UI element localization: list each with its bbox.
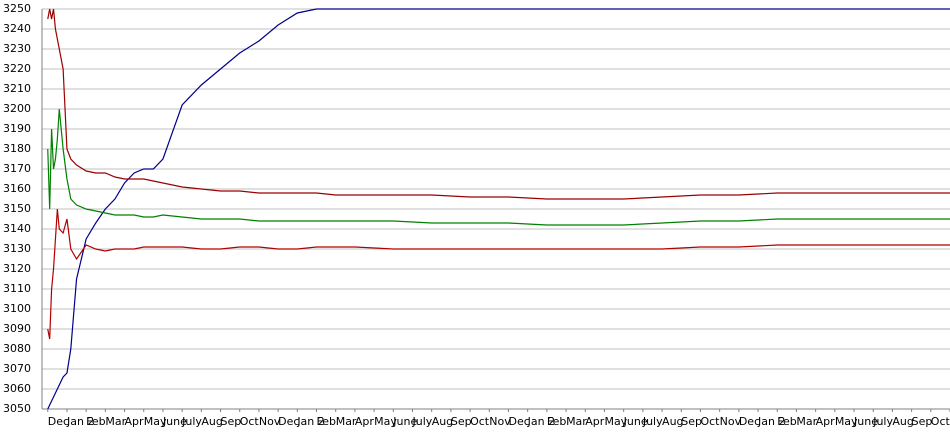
x-tick-label: Nov — [489, 415, 511, 428]
x-tick-label: Feb — [86, 415, 105, 428]
x-tick-label: Apr — [355, 415, 375, 428]
data-line — [47, 8, 950, 410]
x-tick-label: May — [144, 415, 167, 428]
y-tick-label: 3150 — [3, 202, 31, 215]
x-tick-label: May — [835, 415, 858, 428]
x-tick-label: July — [642, 415, 663, 428]
y-tick-label: 3140 — [3, 222, 31, 235]
x-tick-label: Feb — [777, 415, 796, 428]
x-tick-label: July — [411, 415, 432, 428]
x-tick-label: Sep — [451, 415, 472, 428]
x-tick-label: Apr — [816, 415, 836, 428]
x-tick-label: Nov — [259, 415, 281, 428]
y-tick-label: 3080 — [3, 342, 31, 355]
x-tick-label: Sep — [681, 415, 702, 428]
y-tick-label: 3050 — [3, 402, 31, 415]
x-tick-label: Mar — [796, 415, 817, 428]
x-tick-label: Mar — [336, 415, 357, 428]
y-tick-label: 3240 — [3, 22, 31, 35]
data-line — [47, 108, 950, 226]
x-tick-label: Feb — [317, 415, 336, 428]
y-tick-label: 3070 — [3, 362, 31, 375]
y-tick-label: 3110 — [3, 282, 31, 295]
x-tick-label: June — [853, 415, 878, 428]
x-tick-label: Oct — [240, 415, 260, 428]
y-tick-label: 3200 — [3, 102, 31, 115]
x-tick-label: Aug — [432, 415, 453, 428]
y-tick-label: 3060 — [3, 382, 31, 395]
x-tick-label: June — [162, 415, 187, 428]
data-line — [47, 208, 950, 340]
x-tick-label: May — [604, 415, 627, 428]
y-tick-label: 3190 — [3, 122, 31, 135]
x-tick-label: July — [181, 415, 202, 428]
x-tick-label: Dec — [508, 415, 529, 428]
data-line — [47, 8, 950, 200]
x-tick-label: Jan 2 — [757, 415, 785, 428]
x-tick-label: Feb — [547, 415, 566, 428]
x-tick-label: Mar — [566, 415, 587, 428]
y-tick-label: 3100 — [3, 302, 31, 315]
x-tick-label: June — [623, 415, 648, 428]
y-tick-label: 3160 — [3, 182, 31, 195]
x-tick-label: Dec — [278, 415, 299, 428]
x-tick-label: Sep — [912, 415, 933, 428]
y-tick-label: 3230 — [3, 42, 31, 55]
x-tick-label: June — [392, 415, 417, 428]
x-tick-label: Apr — [585, 415, 605, 428]
y-tick-label: 3250 — [3, 2, 31, 15]
x-tick-label: Aug — [662, 415, 683, 428]
x-tick-label: Dec — [48, 415, 69, 428]
x-tick-label: Aug — [892, 415, 913, 428]
y-tick-label: 3090 — [3, 322, 31, 335]
x-tick-label: May — [374, 415, 397, 428]
x-tick-label: Jan 2 — [296, 415, 324, 428]
x-tick-label: Jan 2 — [527, 415, 555, 428]
x-tick-label: Aug — [201, 415, 222, 428]
y-tick-label: 3220 — [3, 62, 31, 75]
x-tick-label: Dec — [739, 415, 760, 428]
x-tick-label: Mar — [105, 415, 126, 428]
x-tick-label: Oct — [931, 415, 950, 428]
y-tick-label: 3170 — [3, 162, 31, 175]
x-tick-label: Sep — [221, 415, 242, 428]
y-tick-label: 3130 — [3, 242, 31, 255]
y-tick-label: 3120 — [3, 262, 31, 275]
x-tick-label: Jan 2 — [66, 415, 94, 428]
x-tick-label: Apr — [125, 415, 145, 428]
x-tick-label: July — [872, 415, 893, 428]
x-tick-label: Oct — [700, 415, 720, 428]
x-tick-label: Oct — [470, 415, 490, 428]
x-tick-label: Nov — [720, 415, 742, 428]
y-tick-label: 3180 — [3, 142, 31, 155]
y-tick-label: 3210 — [3, 82, 31, 95]
